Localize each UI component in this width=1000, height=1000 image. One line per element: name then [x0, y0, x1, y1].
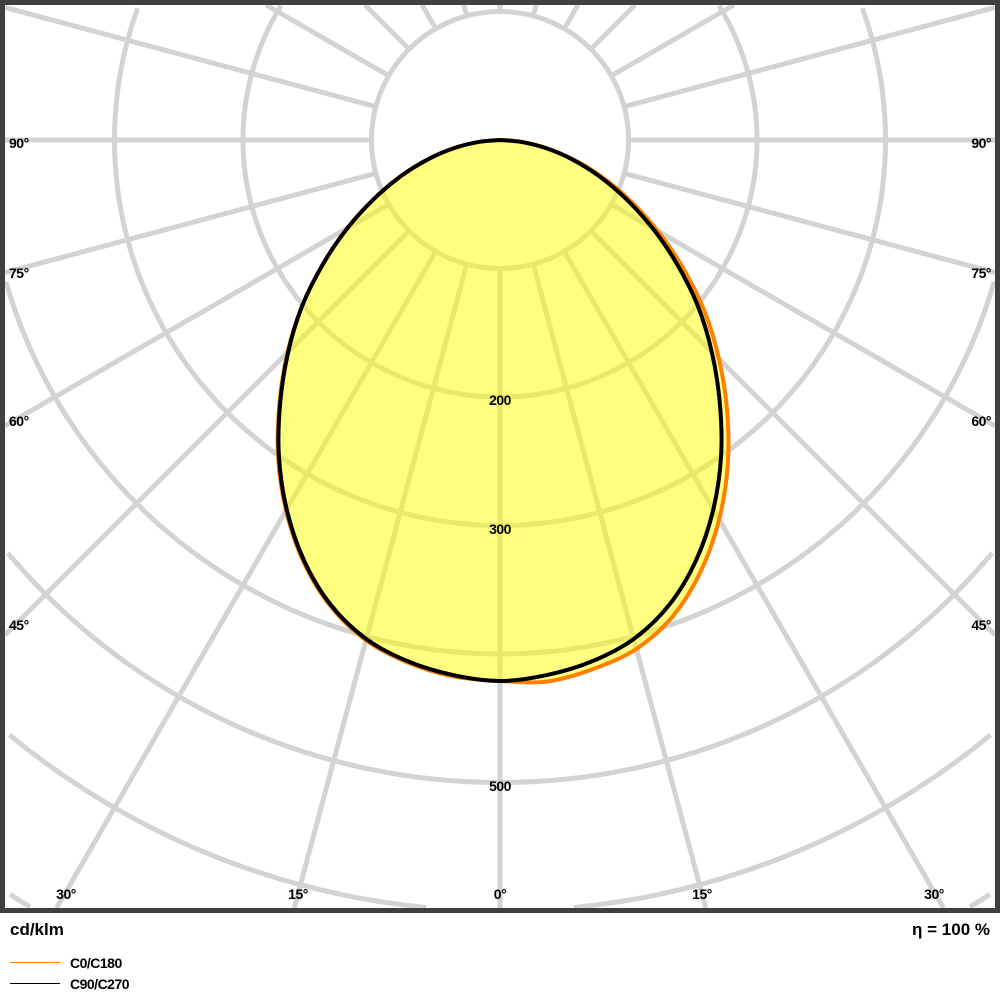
radial-label-300: 300: [489, 520, 511, 537]
grid-spoke-255: [4, 4, 377, 110]
grid-spoke-105: [623, 4, 996, 110]
grid-spoke-240: [264, 2, 390, 78]
grid-spoke-210: [419, 3, 438, 30]
angle-label-right-1: 75°: [971, 265, 991, 281]
grid-spoke-300: [3, 202, 390, 428]
angle-label-bottom-4: 30°: [924, 886, 944, 902]
legend-label-c0: C0/C180: [70, 955, 122, 971]
series-c90-c270-curve: [276, 137, 724, 684]
legend-label-c90: C90/C270: [70, 976, 130, 992]
grid-circle-600: [8, 732, 992, 910]
grid-spoke-195: [461, 4, 470, 17]
grid-spoke-225: [363, 3, 411, 51]
angle-label-bottom-0: 30°: [56, 886, 76, 902]
plot-frame: [0, 0, 1000, 913]
curves: [275, 137, 731, 685]
grid-circle-500: [5, 551, 995, 785]
grid-spoke-135: [589, 3, 637, 51]
radial-label-200: 200: [489, 392, 511, 408]
intensity-fill: [277, 140, 729, 683]
angle-label-right-3: 45°: [971, 617, 991, 633]
grid-spoke-285: [4, 170, 377, 276]
legend-line-c90: [10, 983, 60, 984]
grid-spoke-120: [610, 2, 736, 78]
angle-label-bottom-3: 15°: [692, 886, 712, 902]
legend-line-c0: [10, 962, 60, 963]
radial-label-500: 500: [489, 777, 511, 794]
efficiency-label: η = 100 %: [912, 920, 990, 939]
angle-label-right-0: 90°: [971, 135, 991, 151]
angle-label-left-3: 45°: [9, 617, 29, 633]
grid-spoke-150: [562, 3, 581, 30]
angle-label-right-2: 60°: [971, 413, 991, 429]
grid-circle-700: [8, 892, 992, 910]
angle-label-left-1: 75°: [9, 265, 29, 281]
unit-label: cd/klm: [10, 920, 64, 939]
angle-label-bottom-1: 15°: [288, 886, 308, 902]
grid-spoke-60: [610, 202, 997, 428]
polar-plot: [0, 0, 1000, 913]
grid-spoke-165: [530, 4, 539, 17]
angle-label-left-2: 60°: [9, 413, 29, 429]
angle-label-left-0: 90°: [9, 135, 29, 151]
angle-label-bottom-2: 0°: [493, 886, 507, 902]
grid-spoke-75: [623, 170, 996, 276]
